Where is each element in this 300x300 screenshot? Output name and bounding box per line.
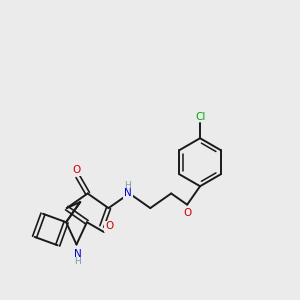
Text: O: O	[105, 221, 113, 231]
Text: N: N	[124, 188, 132, 199]
Text: O: O	[72, 165, 80, 175]
Text: O: O	[183, 208, 191, 218]
Text: H: H	[124, 182, 131, 190]
Text: H: H	[75, 257, 81, 266]
Text: N: N	[74, 249, 82, 259]
Text: Cl: Cl	[195, 112, 205, 122]
